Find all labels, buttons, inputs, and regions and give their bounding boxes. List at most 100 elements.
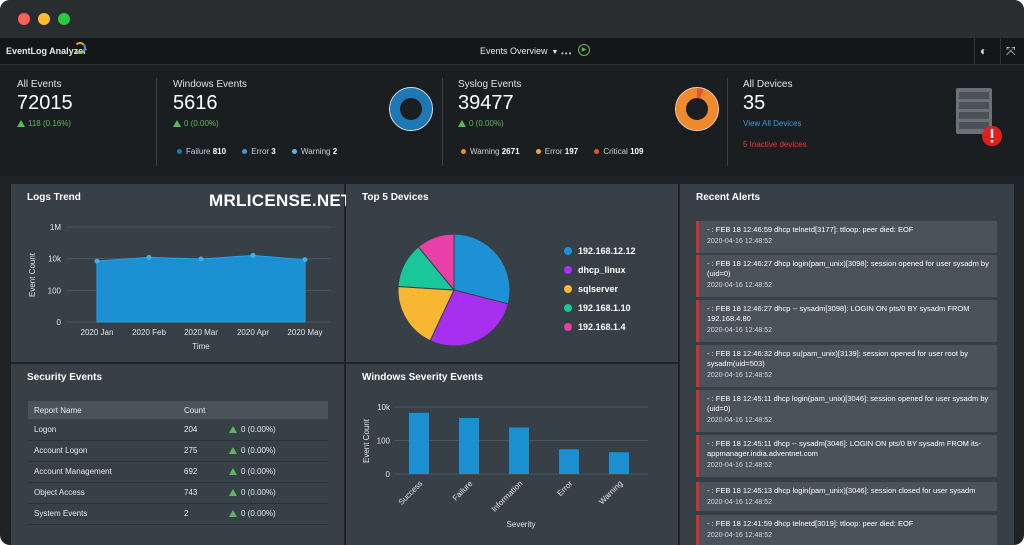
alert-card[interactable]: - : FEB 18 12:46:27 dhcp -- sysadm[3098]… (696, 300, 997, 342)
minimize-window-button[interactable] (38, 13, 50, 25)
syslog-donut-chart (675, 87, 719, 131)
pie-legend-label: 192.168.1.10 (578, 303, 631, 313)
alert-card[interactable]: - : FEB 18 12:46:27 dhcp login(pam_unix)… (696, 255, 997, 297)
delta-cell: 0 (0.00%) (223, 419, 328, 441)
bar (409, 412, 429, 474)
alert-card[interactable]: - : FEB 18 12:46:59 dhcp telnetd[3177]: … (696, 221, 997, 253)
view-selector-label: Events Overview (480, 46, 548, 56)
view-selector-dropdown[interactable]: Events Overview ▼ (480, 46, 558, 56)
pie-legend-item[interactable]: 192.168.1.10 (564, 303, 631, 313)
y-axis-title: Event Count (362, 418, 371, 463)
syslog-legend-warning: Warning 2671 (461, 147, 520, 156)
count-cell: 743 (178, 482, 223, 504)
summary-divider (442, 78, 443, 166)
windows-legend: Failure 810 Error 3 Warning 2 (177, 147, 351, 156)
all-devices-title: All Devices (743, 79, 793, 90)
syslog-events-delta: 0 (0.00%) (458, 119, 504, 128)
watermark-text: MRLICENSE.NET (209, 191, 352, 210)
table-row[interactable]: System Events 2 0 (0.00%) (28, 503, 328, 525)
theme-toggle-icon[interactable]: ◐ (980, 44, 988, 58)
area-series (96, 254, 306, 323)
table-row[interactable]: Account Logon 275 0 (0.00%) (28, 440, 328, 462)
more-dots-icon[interactable]: ••• (561, 49, 573, 58)
bar (609, 452, 629, 474)
maximize-window-button[interactable] (58, 13, 70, 25)
y-tick-label: 100 (377, 437, 391, 446)
alert-card[interactable]: - : FEB 18 12:45:11 dhcp login(pam_unix)… (696, 390, 997, 432)
delta-cell: 0 (0.00%) (223, 503, 328, 525)
pie-legend-label: 192.168.1.4 (578, 322, 626, 332)
brand-logo-icon (74, 42, 86, 54)
pie-slice (429, 289, 509, 347)
pie-legend-item[interactable]: dhcp_linux (564, 265, 626, 275)
column-header-report-name: Report Name (28, 401, 178, 419)
bar (509, 427, 529, 474)
syslog-donut-critical (696, 87, 704, 99)
header-divider (974, 38, 975, 65)
report-name-cell[interactable]: Logon (28, 419, 178, 441)
syslog-legend-error: Error 197 (535, 147, 578, 156)
windows-legend-warning: Warning 2 (291, 147, 337, 156)
up-triangle-icon (458, 120, 466, 127)
alert-card[interactable]: - : FEB 18 12:46:32 dhcp su(pam_unix)[31… (696, 345, 997, 387)
report-name-cell[interactable]: Object Access (28, 482, 178, 504)
alert-message: - : FEB 18 12:45:11 dhcp -- sysadm[3046]… (707, 439, 981, 458)
y-tick-label: 10k (377, 403, 391, 412)
alert-badge-icon (982, 126, 1002, 146)
alert-card[interactable]: - : FEB 18 12:41:59 dhcp telnetd[3019]: … (696, 515, 997, 545)
delta-cell: 0 (0.00%) (223, 440, 328, 462)
report-name-cell[interactable]: Account Logon (28, 440, 178, 462)
all-events-title: All Events (17, 79, 62, 90)
alert-timestamp: 2020-04-16 12:48:52 (707, 238, 772, 245)
header-divider (1000, 38, 1001, 65)
windows-events-delta: 0 (0.00%) (173, 119, 219, 128)
app-header: EventLog Analyzer Events Overview ▼ ••• ▶… (0, 38, 1024, 65)
table-row[interactable]: Object Access 743 0 (0.00%) (28, 482, 328, 504)
summary-divider (156, 78, 157, 166)
pie-legend-item[interactable]: 192.168.12.12 (564, 246, 636, 256)
window-titlebar (0, 0, 1024, 38)
top-devices-panel: Top 5 Devices (346, 184, 678, 362)
collapse-icon[interactable]: ⤧ (1006, 44, 1016, 58)
up-triangle-icon (229, 468, 237, 475)
table-header-row: Report Name Count (28, 401, 328, 419)
windows-legend-failure: Failure 810 (177, 147, 226, 156)
alert-message: - : FEB 18 12:46:27 dhcp login(pam_unix)… (707, 259, 989, 278)
windows-severity-panel: Windows Severity Events 0 100 10k Success Fa… (346, 364, 678, 545)
view-all-devices-link[interactable]: View All Devices (743, 119, 802, 128)
all-events-count: 72015 (17, 92, 73, 114)
x-tick-label: 2020 Mar (184, 328, 218, 337)
pie-slice (417, 233, 455, 292)
y-tick-label: 100 (48, 286, 62, 295)
bar (459, 418, 479, 474)
windows-donut-failure (390, 88, 432, 130)
report-name-cell[interactable]: Account Management (28, 461, 178, 483)
table-row[interactable]: Logon 204 0 (0.00%) (28, 419, 328, 441)
syslog-events-count: 39477 (458, 92, 514, 114)
table-row[interactable]: Account Management 692 0 (0.00%) (28, 461, 328, 483)
count-cell: 2 (178, 503, 223, 525)
y-tick-label: 0 (57, 318, 62, 327)
pie-legend-item[interactable]: 192.168.1.4 (564, 322, 626, 332)
alert-card[interactable]: - : FEB 18 12:45:11 dhcp -- sysadm[3046]… (696, 435, 997, 477)
windows-legend-error: Error 3 (242, 147, 276, 156)
close-window-button[interactable] (18, 13, 30, 25)
syslog-donut-warning (676, 88, 718, 130)
x-tick-label: Success (397, 479, 425, 507)
pie-legend-item[interactable]: sqlserver (564, 284, 618, 294)
pie-legend-label: 192.168.12.12 (578, 246, 636, 256)
column-header-delta (223, 401, 328, 419)
legend-dot-icon (564, 266, 572, 274)
logs-trend-chart: 0 100 10k 1M 2020 Jan 2020 Feb 2020 Mar 2020 Ap… (28, 223, 331, 351)
inactive-devices-warning[interactable]: 5 Inactive devices (743, 140, 807, 149)
syslog-donut-ring (675, 87, 719, 131)
play-icon[interactable]: ▶ (578, 44, 590, 56)
x-tick-label: 2020 May (287, 328, 322, 337)
bar (559, 449, 579, 474)
alert-message: - : FEB 18 12:46:32 dhcp su(pam_unix)[31… (707, 349, 968, 368)
report-name-cell[interactable]: System Events (28, 503, 178, 525)
alert-card[interactable]: - : FEB 18 12:45:13 dhcp login(pam_unix)… (696, 482, 997, 511)
brand-name: EventLog Analyzer (6, 46, 87, 56)
up-triangle-icon (229, 510, 237, 517)
